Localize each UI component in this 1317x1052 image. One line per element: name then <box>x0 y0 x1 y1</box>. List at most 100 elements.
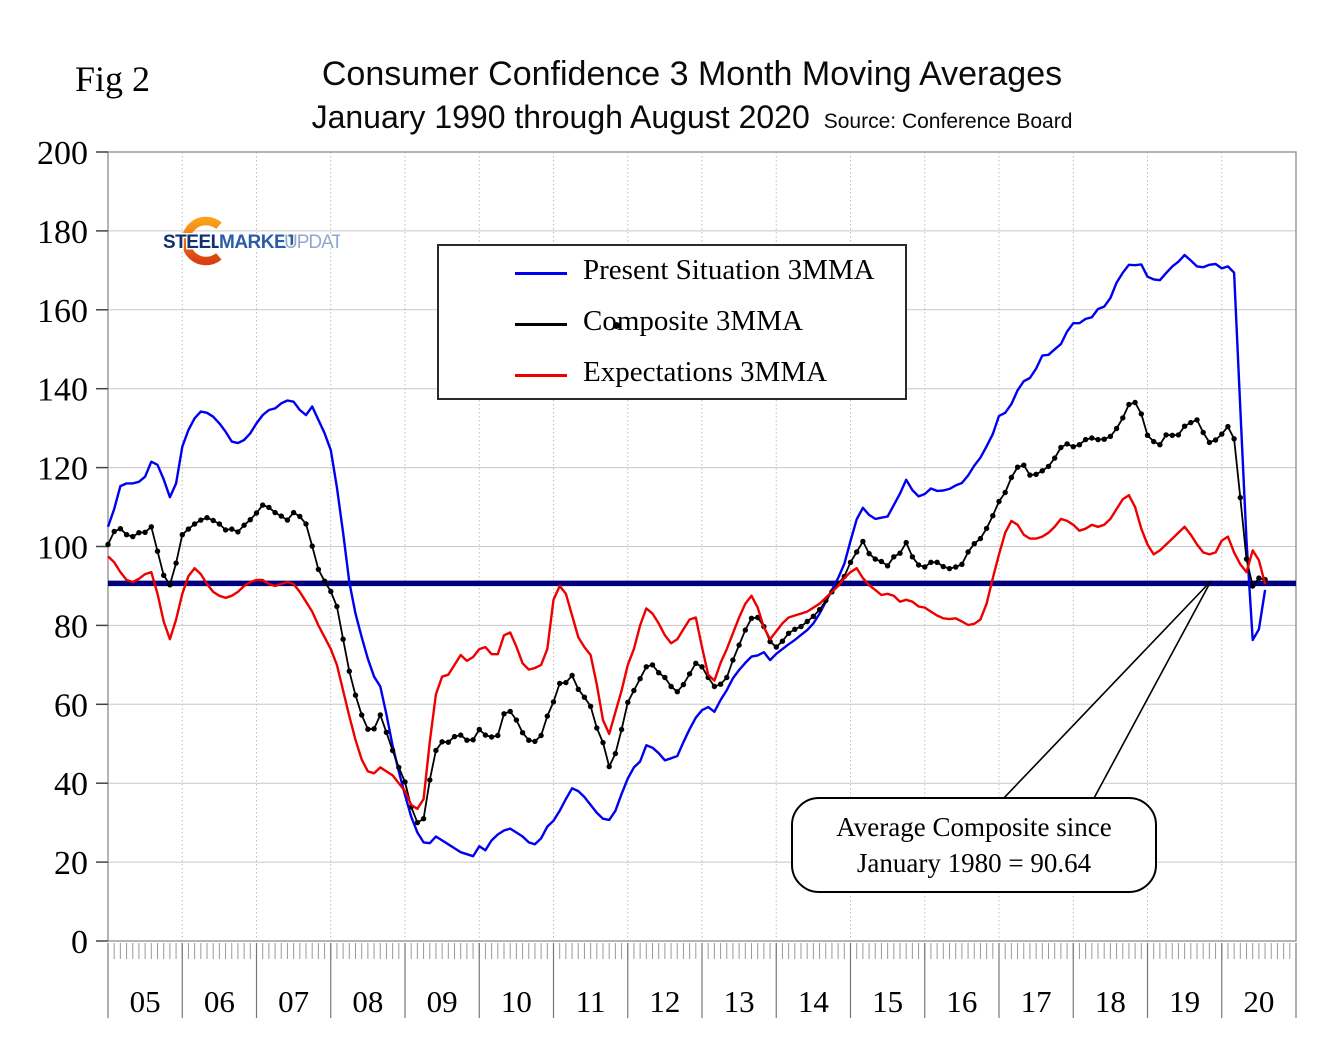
composite-data-point <box>637 676 643 682</box>
composite-data-point <box>1014 464 1021 470</box>
series-present-situation-3mma <box>106 253 1267 858</box>
composite-data-point <box>1039 468 1046 474</box>
average-annotation-callout: Average Composite since January 1980 = 9… <box>791 797 1157 893</box>
composite-data-point <box>210 517 216 524</box>
composite-data-point <box>884 563 891 569</box>
composite-data-point <box>1237 494 1244 501</box>
composite-data-point <box>897 550 903 556</box>
composite-data-point <box>427 777 433 783</box>
composite-data-point <box>550 699 557 705</box>
present-situation-line-sample <box>515 272 567 275</box>
composite-data-point <box>544 713 550 719</box>
composite-data-point <box>674 689 680 695</box>
composite-data-point <box>1126 401 1132 408</box>
legend-label-expectations: Expectations 3MMA <box>583 356 828 389</box>
composite-data-point <box>872 556 878 562</box>
composite-data-point <box>1231 436 1237 442</box>
composite-data-point <box>290 509 297 516</box>
title-block: Consumer Confidence 3 Month Moving Avera… <box>107 54 1277 142</box>
y-axis-label: 200 <box>37 135 88 172</box>
composite-data-point <box>903 539 909 546</box>
composite-data-point <box>990 513 996 519</box>
chart-title: Consumer Confidence 3 Month Moving Avera… <box>321 55 1063 93</box>
composite-data-point <box>1082 436 1089 443</box>
composite-data-point <box>915 562 922 568</box>
y-axis-label: 60 <box>54 687 88 724</box>
composite-data-point <box>724 674 730 681</box>
composite-data-point <box>612 750 619 757</box>
composite-data-point <box>501 711 507 717</box>
callout-pointer <box>1001 580 1212 801</box>
x-axis-year-label: 19 <box>1169 984 1200 1019</box>
composite-line-sample <box>515 322 620 329</box>
x-axis-year-label: 11 <box>576 984 606 1019</box>
composite-data-point <box>464 737 470 743</box>
composite-data-point <box>1120 415 1126 421</box>
composite-data-point <box>241 522 247 528</box>
x-axis-year-label: 15 <box>872 984 903 1019</box>
composite-data-point <box>328 588 334 595</box>
legend-item-composite: Composite 3MMA <box>439 305 905 341</box>
composite-data-point <box>377 712 383 718</box>
x-axis-year-label: 10 <box>501 984 532 1019</box>
composite-data-point <box>953 564 959 570</box>
composite-data-point <box>1101 436 1107 442</box>
composite-data-point <box>519 730 526 736</box>
logo-text-steel: STEEL <box>163 232 223 253</box>
composite-data-point <box>130 533 136 540</box>
composite-data-point <box>996 498 1002 505</box>
composite-data-point <box>488 734 495 740</box>
composite-data-point <box>445 739 451 745</box>
figure-number: Fig 2 <box>75 59 151 99</box>
composite-data-point <box>1076 442 1083 448</box>
composite-data-point <box>1033 471 1039 477</box>
composite-data-point <box>420 816 427 822</box>
composite-data-point <box>1151 438 1157 445</box>
composite-data-point <box>798 623 804 630</box>
composite-data-point <box>928 559 934 565</box>
composite-data-point <box>105 541 111 548</box>
composite-data-point <box>396 764 402 771</box>
composite-data-point <box>1089 435 1095 441</box>
composite-data-point <box>123 532 130 538</box>
x-axis-year-label: 07 <box>278 984 309 1019</box>
composite-data-point <box>934 559 940 565</box>
composite-data-point <box>1250 583 1256 589</box>
composite-data-point <box>253 510 260 516</box>
composite-data-point <box>303 521 309 527</box>
composite-data-point <box>563 679 569 686</box>
composite-data-point <box>600 739 606 746</box>
composite-data-point <box>878 558 885 565</box>
composite-data-point <box>167 582 173 588</box>
composite-data-point <box>767 638 773 645</box>
annotation-line1: Average Composite since <box>836 812 1112 842</box>
composite-data-point <box>1225 423 1231 430</box>
composite-data-point <box>470 737 476 743</box>
composite-data-point <box>1008 474 1015 481</box>
legend-label-present-situation: Present Situation 3MMA <box>583 254 875 287</box>
y-axis-label: 20 <box>54 845 88 882</box>
composite-data-point <box>1002 489 1008 496</box>
composite-data-point <box>204 515 210 521</box>
composite-data-point <box>1206 439 1213 446</box>
composite-data-point <box>1243 556 1250 562</box>
callout-line-left <box>1001 580 1212 801</box>
composite-data-point <box>1175 432 1182 438</box>
composite-data-point <box>148 524 154 530</box>
logo-text-update: UPDATE <box>284 232 340 253</box>
composite-data-point <box>117 526 124 532</box>
composite-data-point <box>1188 419 1194 426</box>
composite-data-point <box>606 763 612 770</box>
composite-data-point <box>451 733 458 740</box>
y-axis-label: 160 <box>37 293 88 330</box>
x-axis-year-label: 20 <box>1243 984 1274 1019</box>
composite-data-point <box>656 670 662 676</box>
x-axis-year-label: 14 <box>798 984 830 1019</box>
composite-data-point <box>730 657 736 663</box>
composite-data-point <box>618 726 625 733</box>
composite-data-point <box>222 527 229 533</box>
composite-data-point <box>321 578 328 584</box>
y-axis-label: 120 <box>37 451 88 488</box>
composite-data-point <box>278 513 284 519</box>
